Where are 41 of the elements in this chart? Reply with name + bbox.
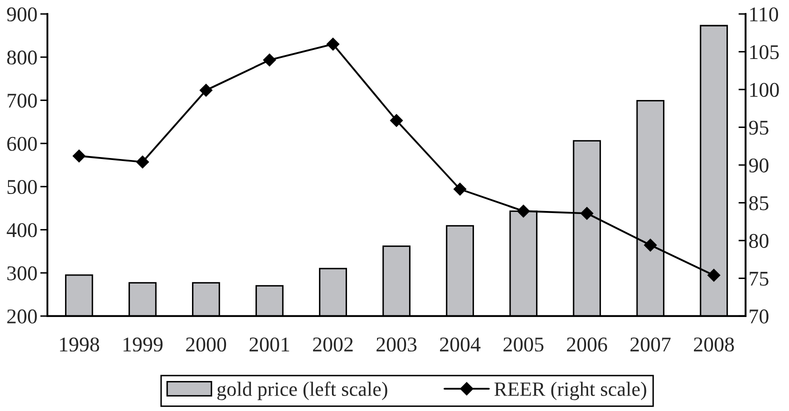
y2-tick-label: 105 xyxy=(750,45,779,60)
y-tick-label: 300 xyxy=(7,266,37,280)
y2-tick-label: 110 xyxy=(750,7,778,22)
point xyxy=(326,38,340,51)
x-tick-label: 1999 xyxy=(124,338,163,352)
y2-tick-label: 75 xyxy=(750,272,768,286)
y2-tick-label: 70 xyxy=(750,309,768,324)
x-tick-label: 2005 xyxy=(504,337,544,352)
point xyxy=(644,238,657,252)
point xyxy=(263,54,276,66)
point xyxy=(517,204,530,218)
x-tick-label: 1998 xyxy=(60,337,100,352)
point xyxy=(454,182,466,196)
y2-tick-label: 90 xyxy=(749,158,768,172)
y-tick-label: 200 xyxy=(7,309,37,324)
legend-label: REER (right scale) xyxy=(494,382,646,400)
x-tick-label: 2004 xyxy=(440,337,480,352)
x-tick-label: 2006 xyxy=(566,337,608,352)
x-tick-label: 2001 xyxy=(250,337,290,352)
point xyxy=(707,268,720,282)
y-tick-label: 900 xyxy=(7,7,37,22)
point xyxy=(390,114,403,127)
legend-label: gold price (left scale) xyxy=(217,382,388,400)
y2-tick-label: 95 xyxy=(749,120,768,135)
x-tick-label: 2008 xyxy=(694,337,734,352)
y2-tick-label: 80 xyxy=(749,234,768,248)
point xyxy=(72,150,86,162)
x-tick-label: 2000 xyxy=(186,337,226,352)
point xyxy=(580,206,594,220)
y2-tick-label: 100 xyxy=(750,82,779,97)
y-tick-label: 500 xyxy=(8,180,37,194)
y-tick-label: 700 xyxy=(8,94,37,108)
x-tick-label: 2007 xyxy=(630,337,671,352)
x-tick-label: 2002 xyxy=(313,337,353,352)
y-tick-label: 800 xyxy=(7,50,37,65)
y-tick-label: 400 xyxy=(6,223,37,238)
point xyxy=(200,84,212,97)
point xyxy=(136,156,149,168)
y2-tick-label: 85 xyxy=(749,196,768,210)
x-tick-label: 2003 xyxy=(376,337,416,352)
y-tick-label: 600 xyxy=(7,136,37,151)
